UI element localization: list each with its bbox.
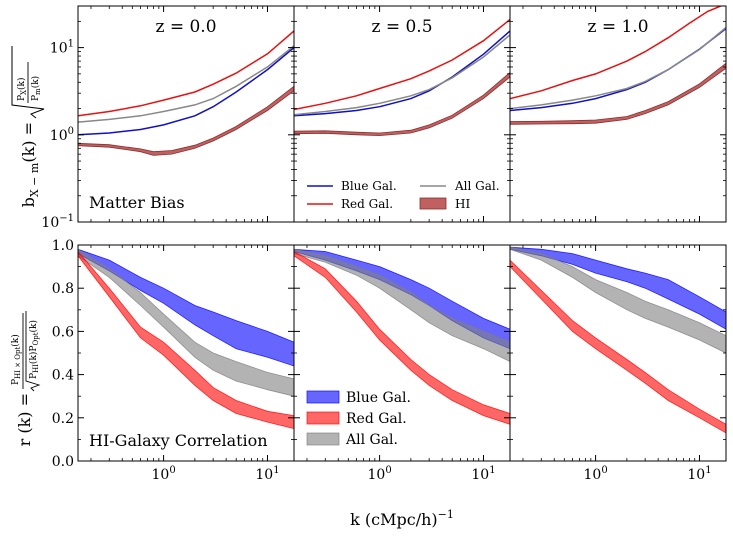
correlation-band-red-gal-0	[78, 250, 294, 430]
y-tick-label-bot-3: 0.6	[52, 324, 74, 340]
y-tick-label-bot-5: 1.0	[52, 238, 74, 254]
legend-label-hi: HI	[455, 197, 470, 211]
bias-band-hi-1	[294, 71, 510, 137]
legend-label-blue-band: Blue Gal.	[346, 390, 411, 406]
bias-line-blue-gal-2	[510, 28, 726, 112]
correlation-band-red-gal-2	[510, 259, 726, 434]
bias-band-hi-0	[78, 85, 294, 156]
axes-layer: 100 101 100 101 100 101 10−1 100 101 0.0 0.2 0.4 0.6…	[41, 5, 727, 483]
x-tick-label-0-1: 101	[255, 465, 279, 483]
legend-swatch-red-band	[306, 411, 340, 425]
correlation-band-red-gal-1	[294, 251, 510, 425]
legend-swatch-all-band	[306, 432, 340, 446]
correlation-panel-1	[294, 248, 510, 425]
y-tick-label-bot-1: 0.2	[52, 411, 74, 427]
legend-label-blue: Blue Gal.	[341, 179, 397, 193]
correlation-band-all-gal-2	[510, 246, 726, 354]
bias-line-all-gal-0	[78, 45, 294, 123]
bias-line-all-gal-2	[510, 26, 726, 110]
y-tick-label-bot-4: 0.8	[52, 281, 74, 297]
svg-text:PHI(k)POpt(k): PHI(k)POpt(k)	[28, 320, 40, 379]
bias-band-hi-2	[510, 62, 726, 125]
annotation-matter-bias: Matter Bias	[89, 193, 185, 212]
correlation-band-blue-gal-2	[510, 246, 726, 330]
x-tick-label-1-1: 101	[471, 465, 495, 483]
legend-label-red-band: Red Gal.	[346, 411, 407, 427]
correlation-band-all-gal-1	[294, 248, 510, 363]
bias-panel-2	[510, 6, 726, 125]
x-tick-label-0-0: 100	[151, 465, 175, 483]
panel-title-z0: z = 0.0	[155, 17, 216, 37]
panel-title-z05: z = 0.5	[371, 17, 432, 37]
bias-line-red-gal-2	[510, 6, 721, 100]
svg-text:PHI × Opt(k): PHI × Opt(k)	[10, 334, 22, 385]
bias-line-blue-gal-1	[294, 30, 510, 117]
x-tick-label-1-0: 100	[367, 465, 391, 483]
svg-text:PX(k): PX(k)	[16, 77, 28, 101]
axes-frame-0-2	[509, 5, 727, 223]
correlation-legend: Blue Gal. Red Gal. All Gal.	[306, 390, 411, 448]
bias-legend: Blue Gal. All Gal. Red Gal. HI	[307, 179, 500, 211]
bias-line-red-gal-0	[78, 30, 294, 117]
x-tick-label-2-1: 101	[687, 465, 711, 483]
legend-label-red: Red Gal.	[341, 197, 393, 211]
legend-swatch-blue-band	[306, 390, 340, 404]
y-tick-label-top-2: 101	[50, 39, 74, 57]
annotation-hi-galaxy-correlation: HI-Galaxy Correlation	[89, 431, 268, 450]
bias-panel-0	[78, 30, 294, 156]
bias-line-blue-gal-0	[78, 47, 294, 136]
legend-swatch-hi-band	[419, 197, 447, 210]
x-axis-label: k (cMpc/h)−1	[350, 508, 454, 529]
correlation-panel-2	[510, 246, 726, 434]
svg-text:bX − m(k) =: bX − m(k) =	[19, 122, 41, 207]
correlation-panel-0	[78, 248, 294, 430]
correlation-band-blue-gal-0	[78, 248, 294, 367]
data-layer	[78, 6, 726, 434]
y-axis-label-bias: bX − m(k) = PX(k) Pm(k)	[11, 46, 45, 207]
bias-line-all-gal-1	[294, 34, 510, 116]
legend-label-all: All Gal.	[454, 179, 500, 193]
y-tick-label-bot-2: 0.4	[52, 368, 74, 384]
y-axis-label-correlation: r (k) = PHI × Opt(k) PHI(k)POpt(k)	[10, 311, 41, 446]
bias-panel-1	[294, 18, 510, 137]
y-tick-label-top-0: 10−1	[41, 213, 74, 231]
y-tick-label-bot-0: 0.0	[52, 454, 74, 470]
svg-text:Pm(k): Pm(k)	[30, 76, 42, 101]
svg-text:r (k) =: r (k) =	[15, 393, 34, 446]
panel-title-z1: z = 1.0	[587, 17, 648, 37]
x-tick-label-2-0: 100	[583, 465, 607, 483]
y-tick-label-top-1: 100	[50, 126, 74, 144]
bias-line-red-gal-1	[294, 18, 510, 111]
legend-label-all-band: All Gal.	[345, 432, 398, 448]
correlation-band-all-gal-0	[78, 248, 294, 397]
